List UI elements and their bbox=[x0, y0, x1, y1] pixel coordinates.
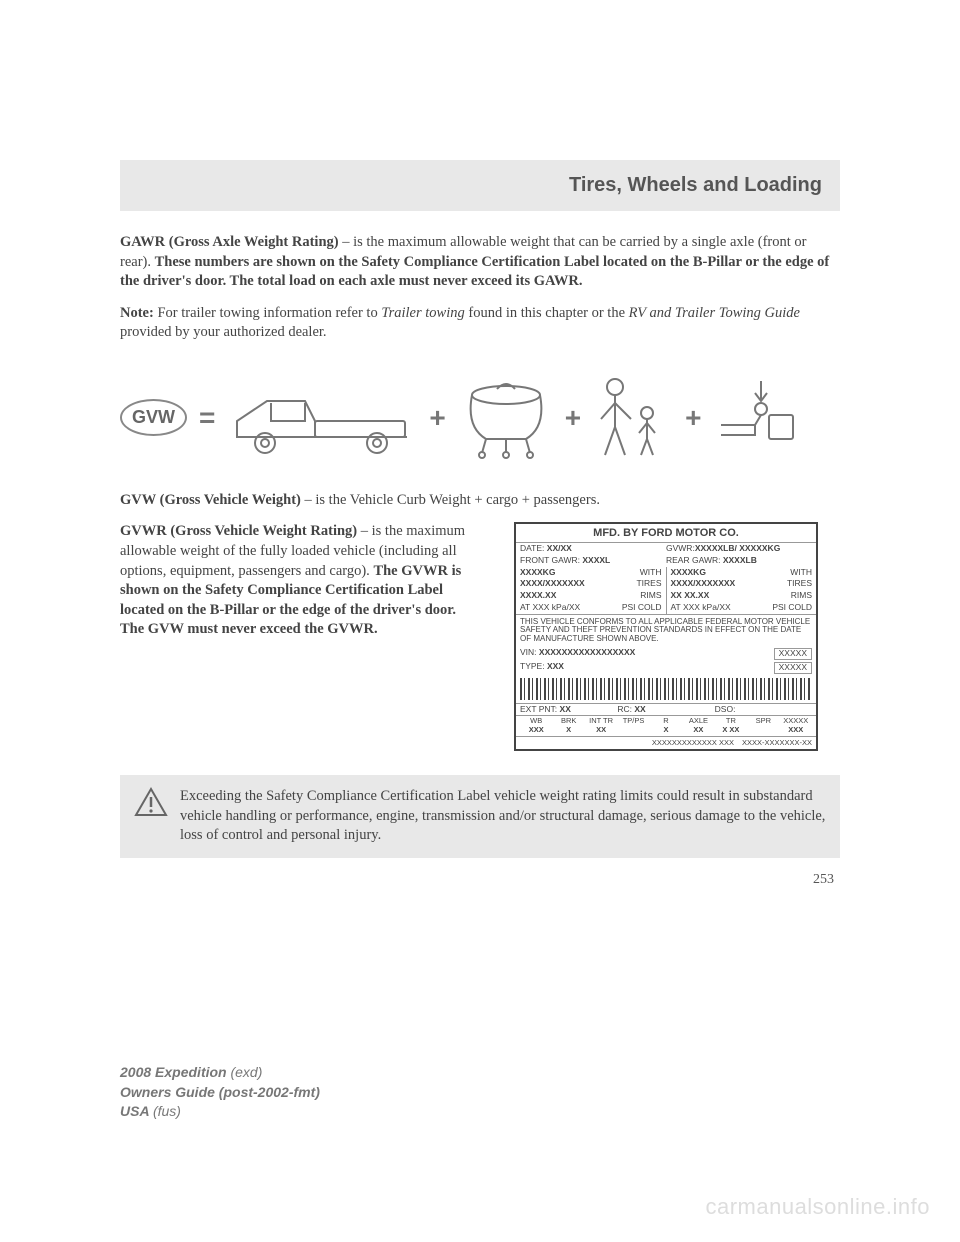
plus-icon: + bbox=[429, 402, 445, 434]
cert-cell: XXXX.XX bbox=[520, 590, 556, 600]
footer: 2008 Expedition (exd) Owners Guide (post… bbox=[120, 1063, 320, 1122]
cert-type-value: XXX bbox=[547, 661, 564, 671]
cert-rc-label: RC: bbox=[617, 704, 632, 714]
paragraph-note: Note: For trailer towing information ref… bbox=[120, 304, 840, 343]
ref-rv-guide: RV and Trailer Towing Guide bbox=[629, 305, 800, 321]
section-title: Tires, Wheels and Loading bbox=[569, 174, 822, 196]
plus-icon: + bbox=[565, 402, 581, 434]
cert-title: MFD. BY FORD MOTOR CO. bbox=[516, 524, 816, 543]
equals-icon: = bbox=[199, 402, 215, 434]
cert-vin-value: XXXXXXXXXXXXXXXXX bbox=[539, 647, 635, 657]
footer-region: USA bbox=[120, 1103, 153, 1119]
note-label: Note: bbox=[120, 305, 154, 321]
cert-compliance-note: THIS VEHICLE CONFORMS TO ALL APPLICABLE … bbox=[516, 615, 816, 647]
text: found in this chapter or the bbox=[465, 305, 629, 321]
cert-rear-label: REAR GAWR: bbox=[666, 555, 720, 565]
cert-cell: XXXXKG bbox=[671, 567, 706, 577]
warning-text: Exceeding the Safety Compliance Certific… bbox=[180, 787, 826, 846]
cert-rc-value: XX bbox=[634, 704, 645, 714]
cert-type-label: TYPE: bbox=[520, 661, 545, 671]
cert-ext-value: XX bbox=[560, 704, 571, 714]
cert-foot: XXXX-XXXXXXX-XX bbox=[742, 739, 812, 748]
cert-rear-value: XXXXLB bbox=[723, 555, 757, 565]
term-gvw: GVW (Gross Vehicle Weight) bbox=[120, 492, 301, 508]
cert-cell: RIMS bbox=[640, 591, 661, 601]
cert-vin-label: VIN: bbox=[520, 647, 537, 657]
cert-front-label: FRONT GAWR: bbox=[520, 555, 580, 565]
cert-cell: AT XXX kPa/XX bbox=[671, 602, 731, 612]
certification-label: MFD. BY FORD MOTOR CO. DATE: XX/XX GVWR:… bbox=[514, 522, 818, 751]
ref-trailer-towing: Trailer towing bbox=[381, 305, 464, 321]
gvw-badge: GVW bbox=[120, 399, 187, 436]
plus-icon: + bbox=[685, 402, 701, 434]
footer-code: (fus) bbox=[153, 1103, 181, 1119]
barcode-icon bbox=[520, 678, 812, 700]
footer-code: (exd) bbox=[230, 1064, 262, 1080]
text-bold: These numbers are shown on the Safety Co… bbox=[120, 254, 829, 290]
text: – is the Vehicle Curb Weight + cargo + p… bbox=[301, 492, 600, 508]
watermark: carmanualsonline.info bbox=[705, 1194, 930, 1220]
cert-cell: TIRES bbox=[636, 579, 661, 589]
cert-cell: WITH bbox=[790, 568, 812, 578]
cert-ext-label: EXT PNT: bbox=[520, 704, 557, 714]
cert-dso-label: DSO: bbox=[715, 704, 736, 714]
gvw-equation: GVW = + bbox=[120, 373, 840, 463]
paragraph-gawr: GAWR (Gross Axle Weight Rating) – is the… bbox=[120, 233, 840, 292]
cert-cell: XXXX/XXXXXXX bbox=[520, 578, 585, 588]
footer-model: 2008 Expedition bbox=[120, 1064, 230, 1080]
cert-cell: XXXXKG bbox=[520, 567, 555, 577]
cert-box: XXXXX bbox=[774, 648, 812, 660]
text: provided by your authorized dealer. bbox=[120, 324, 327, 340]
cert-date-label: DATE: bbox=[520, 543, 544, 553]
cert-cell: PSI COLD bbox=[622, 603, 662, 613]
warning-box: Exceeding the Safety Compliance Certific… bbox=[120, 775, 840, 858]
cert-cell: WITH bbox=[640, 568, 662, 578]
cert-date-value: XX/XX bbox=[547, 543, 572, 553]
cert-box: XXXXX bbox=[774, 662, 812, 674]
text: For trailer towing information refer to bbox=[154, 305, 382, 321]
cert-cell: RIMS bbox=[791, 591, 812, 601]
cargo-icon bbox=[458, 373, 553, 463]
cert-gvwr-label: GVWR: bbox=[666, 543, 695, 553]
paragraph-gvwr: GVWR (Gross Vehicle Weight Rating) – is … bbox=[120, 522, 468, 639]
warning-icon bbox=[134, 787, 168, 846]
cert-foot: XXXXXXXXXXXXX XXX bbox=[652, 739, 734, 748]
cert-cell: TIRES bbox=[787, 579, 812, 589]
cert-gvwr-value: XXXXXLB/ XXXXXKG bbox=[695, 543, 781, 553]
term-gawr: GAWR (Gross Axle Weight Rating) bbox=[120, 234, 339, 250]
footer-guide: Owners Guide (post-2002-fmt) bbox=[120, 1084, 320, 1100]
cert-cell: XX XX.XX bbox=[671, 590, 710, 600]
truck-icon bbox=[227, 373, 417, 463]
cert-front-value: XXXXL bbox=[582, 555, 610, 565]
hitch-load-icon bbox=[713, 373, 798, 463]
cert-table-header: WBBRKINT TRTP/PSRAXLETRSPRXXXXX XXXXXXXX… bbox=[516, 715, 816, 735]
section-header: Tires, Wheels and Loading bbox=[120, 160, 840, 211]
cert-cell: AT XXX kPa/XX bbox=[520, 602, 580, 612]
paragraph-gvw: GVW (Gross Vehicle Weight) – is the Vehi… bbox=[120, 491, 840, 511]
term-gvwr: GVWR (Gross Vehicle Weight Rating) bbox=[120, 523, 357, 539]
cert-cell: XXXX/XXXXXXX bbox=[671, 578, 736, 588]
page-number: 253 bbox=[120, 872, 840, 888]
people-icon bbox=[593, 373, 673, 463]
cert-cell: PSI COLD bbox=[772, 603, 812, 613]
